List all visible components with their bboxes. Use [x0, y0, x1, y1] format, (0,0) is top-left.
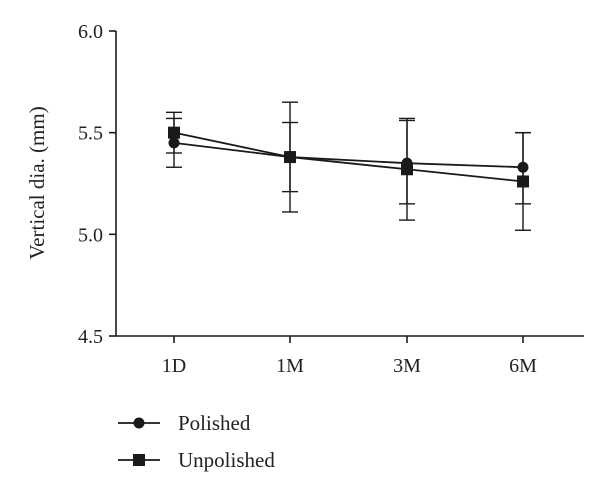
- x-tick-label: 3M: [393, 355, 421, 377]
- legend: Polished Unpolished: [118, 411, 275, 472]
- y-tick-label: 4.5: [78, 326, 103, 348]
- y-ticks: 4.5 5.0 5.5 6.0: [78, 21, 116, 348]
- y-tick-label: 6.0: [78, 21, 103, 43]
- legend-marker: [133, 417, 145, 429]
- legend-item-unpolished: Unpolished: [118, 448, 275, 472]
- y-tick-label: 5.0: [78, 224, 103, 246]
- series-polished: [166, 117, 531, 205]
- legend-label: Unpolished: [178, 448, 275, 472]
- series-unpolished: [166, 101, 531, 231]
- x-ticks: 1D 1M 3M 6M: [162, 336, 537, 377]
- y-axis-title: Vertical dia. (mm): [25, 106, 49, 259]
- axes: [115, 31, 584, 337]
- legend-item-polished: Polished: [118, 411, 251, 435]
- x-tick-label: 1M: [276, 355, 304, 377]
- data-point: [401, 163, 413, 176]
- legend-label: Polished: [178, 411, 251, 435]
- legend-marker: [133, 454, 145, 466]
- x-tick-label: 1D: [162, 355, 186, 377]
- y-tick-label: 5.5: [78, 123, 103, 145]
- data-point: [168, 126, 180, 139]
- data-point: [517, 175, 529, 188]
- series-line: [173, 141, 524, 169]
- series-line: [173, 131, 524, 183]
- x-tick-label: 6M: [509, 355, 537, 377]
- series-layer: [166, 101, 531, 231]
- data-point: [284, 151, 296, 164]
